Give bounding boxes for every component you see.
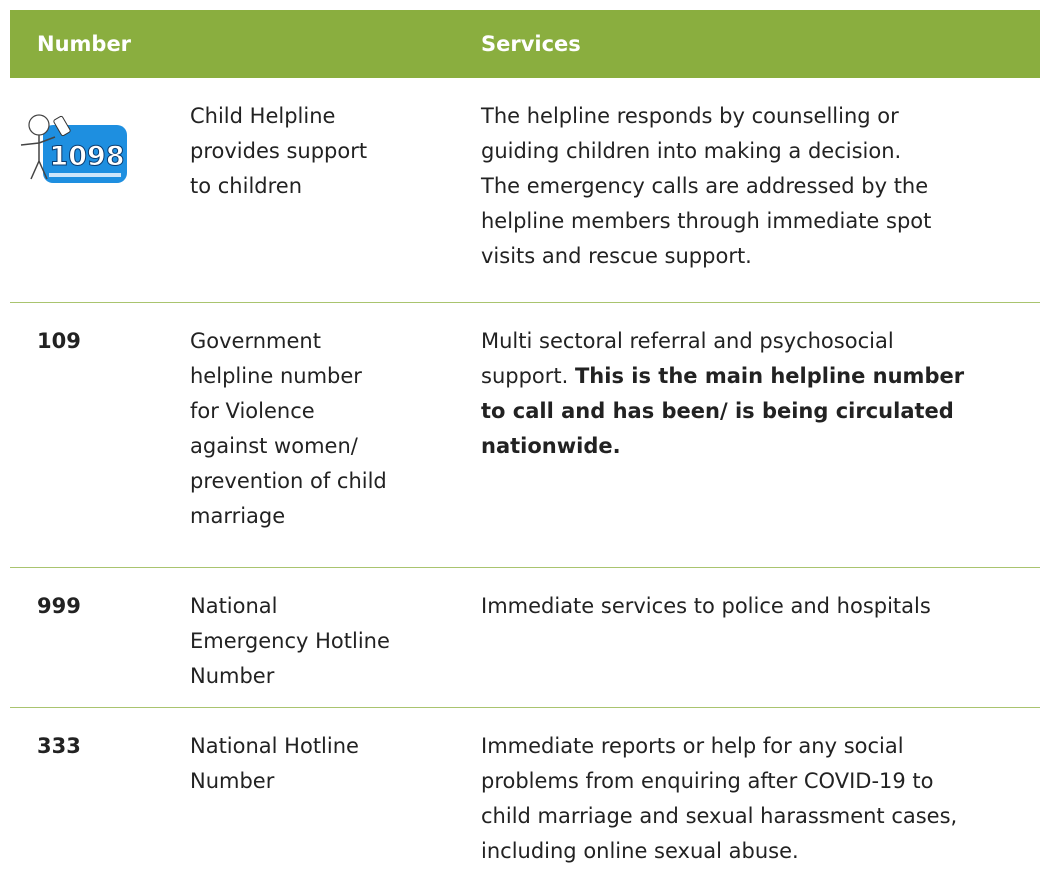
services-text: Immediate reports or help for any social: [481, 733, 904, 758]
services-cell: Immediate services to police and hospita…: [481, 567, 1040, 708]
services-text: Immediate services to police and hospita…: [481, 593, 931, 618]
services-text: including online sexual abuse.: [481, 838, 799, 863]
description-cell: Child Helpline provides support to childre…: [190, 78, 481, 303]
description-line: National: [190, 593, 278, 618]
services-text: problems from enquiring after COVID-19 t…: [481, 768, 934, 793]
services-line: Immediate services to police and hospita…: [481, 589, 1040, 624]
services-text: nationwide.: [481, 433, 621, 458]
services-line: to call and has been/ is being circulate…: [481, 394, 1040, 429]
services-line: visits and rescue support.: [481, 239, 1040, 274]
number: 333: [37, 733, 81, 758]
description-cell: National Hotline Number: [190, 707, 481, 885]
table-row: 999 National Emergency Hotline Number Immedi…: [10, 567, 1040, 708]
services-text: The emergency calls are addressed by the: [481, 174, 929, 198]
services-cell: Immediate reports or help for any social…: [481, 707, 1040, 885]
description-cell: Government helpline number for Violence aga…: [190, 302, 481, 568]
description-line: National Hotline: [190, 733, 359, 758]
description-line: prevention of child: [190, 468, 387, 493]
description-cell: National Emergency Hotline Number: [190, 567, 481, 708]
services-text: The helpline responds by counselling or: [481, 104, 899, 128]
services-line: nationwide.: [481, 429, 1040, 464]
services-line: child marriage and sexual harassment cas…: [481, 799, 1040, 834]
description-line: Emergency Hotline: [190, 628, 390, 653]
description-line: helpline number: [190, 363, 362, 388]
services-line: Immediate reports or help for any social: [481, 729, 1040, 764]
number-cell: 1098: [10, 78, 190, 303]
description-line: Government: [190, 328, 321, 353]
services-line: problems from enquiring after COVID-19 t…: [481, 764, 1040, 799]
services-text: to call and has been/ is being circulate…: [481, 398, 954, 423]
description-line: provides support: [190, 139, 368, 163]
header-row: Number Services: [10, 10, 1040, 78]
header-cell: Services: [481, 10, 1040, 78]
number: 999: [37, 593, 81, 618]
table-row: 109 Government helpline number for Violence…: [10, 302, 1040, 568]
services-line: guiding children into making a decision.: [481, 134, 1040, 169]
services-text: Multi sectoral referral and psychosocial: [481, 328, 894, 353]
icon-text: 1098: [49, 141, 124, 172]
services-text: This is the main helpline number: [574, 363, 965, 388]
helpline-icon: 1098: [20, 114, 127, 183]
table-row: 333 National Hotline Number Immediate repor…: [10, 707, 1040, 885]
services-text: support.: [481, 363, 575, 388]
description-line: marriage: [190, 503, 286, 528]
description-line: for Violence: [190, 398, 315, 423]
number: 109: [37, 328, 81, 353]
services-line: helpline members through immediate spot: [481, 204, 1040, 239]
header-cell: Number: [10, 10, 190, 78]
number-cell: 109: [10, 302, 190, 568]
number-cell: 333: [10, 707, 190, 885]
description-line: Number: [190, 663, 275, 688]
description-line: Child Helpline: [190, 104, 336, 128]
services-line: The emergency calls are addressed by the: [481, 169, 1040, 204]
services-text: child marriage and sexual harassment cas…: [481, 803, 958, 828]
description-line: against women/: [190, 433, 358, 458]
services-line: including online sexual abuse.: [481, 834, 1040, 869]
services-cell: Multi sectoral referral and psychosocial…: [481, 302, 1040, 568]
helpline-table: Number Services 1098 Child Helpline provid…: [10, 10, 1040, 885]
services-text: guiding children into making a decision.: [481, 139, 902, 163]
header-cell: [190, 10, 481, 78]
number-cell: 999: [10, 567, 190, 708]
services-line: Multi sectoral referral and psychosocial: [481, 324, 1040, 359]
services-cell: The helpline responds by counselling or g…: [481, 78, 1040, 303]
services-line: The helpline responds by counselling or: [481, 99, 1040, 134]
table-row: 1098 Child Helpline provides support to chi…: [10, 78, 1040, 303]
services-text: helpline members through immediate spot: [481, 209, 932, 233]
table-body: 1098 Child Helpline provides support to chi…: [10, 78, 1040, 885]
services-text: visits and rescue support.: [481, 244, 752, 268]
description-line: Number: [190, 768, 275, 793]
description-line: to children: [190, 174, 303, 198]
services-line: support. This is the main helpline numbe…: [481, 359, 1040, 394]
